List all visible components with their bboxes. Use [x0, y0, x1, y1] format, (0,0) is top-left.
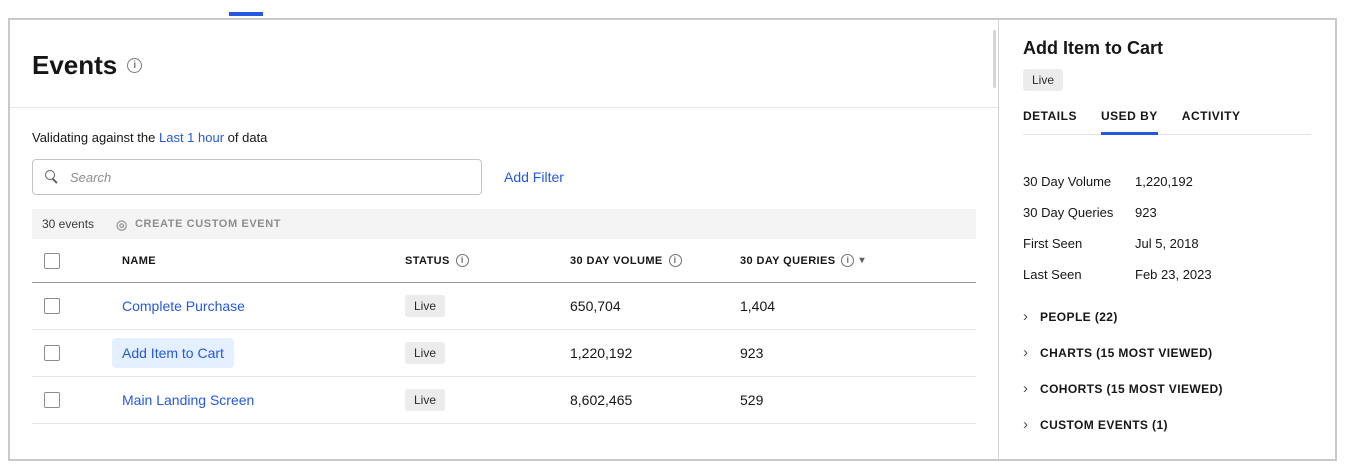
tab-used-by[interactable]: USED BY — [1100, 109, 1158, 135]
info-icon[interactable]: i — [455, 254, 469, 267]
active-nav-tab-indicator — [229, 12, 263, 16]
validation-prefix: Validating against the — [32, 130, 156, 145]
column-header-30-day-volume[interactable]: 30 DAY VOLUME i — [570, 254, 740, 267]
related-sections: › PEOPLE (22) › CHARTS (15 MOST VIEWED) … — [1023, 308, 1311, 433]
volume-value: 1,220,192 — [570, 345, 633, 361]
status-badge: Live — [405, 342, 446, 364]
volume-value: 650,704 — [570, 298, 621, 314]
table-row[interactable]: Complete Purchase Live 650,704 1,404 — [32, 283, 976, 330]
stat-row: 30 Day Volume 1,220,192 — [1023, 175, 1311, 189]
chevron-right-icon: › — [1023, 416, 1028, 433]
tab-activity[interactable]: ACTIVITY — [1181, 109, 1241, 123]
detail-panel: Add Item to Cart Live DETAILS USED BY AC… — [998, 20, 1335, 459]
stat-label: First Seen — [1023, 236, 1083, 251]
section-custom-events[interactable]: › CUSTOM EVENTS (1) — [1023, 416, 1311, 433]
queries-value: 923 — [740, 345, 764, 361]
row-checkbox[interactable] — [44, 392, 60, 408]
section-label: CHARTS (15 MOST VIEWED) — [1040, 346, 1213, 360]
volume-value: 8,602,465 — [570, 392, 633, 408]
detail-status-badge: Live — [1023, 69, 1064, 91]
stat-value: Jul 5, 2018 — [1135, 236, 1199, 251]
event-name-link[interactable]: Main Landing Screen — [122, 392, 255, 408]
validation-suffix: of data — [227, 130, 268, 145]
usage-stats: 30 Day Volume 1,220,192 30 Day Queries 9… — [1023, 175, 1311, 282]
header-divider — [10, 107, 998, 108]
section-label: COHORTS (15 MOST VIEWED) — [1040, 382, 1223, 396]
time-range-link[interactable]: Last 1 hour — [158, 130, 225, 145]
search-box[interactable] — [32, 159, 482, 195]
column-header-30-day-queries[interactable]: 30 DAY QUERIES i ▾ — [740, 254, 865, 267]
event-name-link[interactable]: Add Item to Cart — [112, 338, 234, 368]
stat-value: 1,220,192 — [1135, 174, 1193, 189]
custom-event-icon: ◎ — [116, 216, 128, 232]
column-header-name[interactable]: NAME — [122, 254, 156, 267]
chevron-right-icon: › — [1023, 344, 1028, 361]
select-all-cell — [32, 252, 110, 269]
events-count: 30 events — [42, 217, 95, 231]
stat-row: 30 Day Queries 923 — [1023, 206, 1311, 220]
scrollbar-thumb[interactable] — [993, 30, 996, 88]
stat-row: Last Seen Feb 23, 2023 — [1023, 268, 1311, 282]
search-row: Add Filter — [32, 159, 976, 195]
status-badge: Live — [405, 389, 446, 411]
event-name-link[interactable]: Complete Purchase — [122, 298, 245, 314]
search-input[interactable] — [68, 168, 469, 186]
queries-value: 529 — [740, 392, 764, 408]
section-label: CUSTOM EVENTS (1) — [1040, 418, 1168, 432]
chevron-right-icon: › — [1023, 308, 1028, 325]
info-icon[interactable]: i — [668, 254, 682, 267]
stat-value: 923 — [1135, 205, 1157, 220]
info-icon[interactable]: i — [127, 58, 143, 73]
main-body: Validating against the Last 1 hour of da… — [10, 130, 998, 424]
select-all-checkbox[interactable] — [44, 252, 60, 269]
row-checkbox[interactable] — [44, 298, 60, 314]
section-people[interactable]: › PEOPLE (22) — [1023, 308, 1311, 325]
stat-label: 30 Day Queries — [1023, 205, 1114, 220]
stat-value: Feb 23, 2023 — [1135, 267, 1212, 282]
section-charts[interactable]: › CHARTS (15 MOST VIEWED) — [1023, 344, 1311, 361]
tab-details[interactable]: DETAILS — [1023, 109, 1077, 123]
page-title-text: Events — [32, 50, 118, 80]
app-window: Events i Validating against the Last 1 h… — [8, 18, 1337, 461]
sort-desc-icon: ▾ — [859, 255, 865, 266]
table-row[interactable]: Main Landing Screen Live 8,602,465 529 — [32, 377, 976, 424]
table-toolbar: 30 events ◎ CREATE CUSTOM EVENT — [32, 209, 976, 239]
queries-value: 1,404 — [740, 298, 776, 314]
status-badge: Live — [405, 295, 446, 317]
section-label: PEOPLE (22) — [1040, 310, 1118, 324]
stat-row: First Seen Jul 5, 2018 — [1023, 237, 1311, 251]
detail-panel-title: Add Item to Cart — [1023, 38, 1164, 58]
stat-label: Last Seen — [1023, 267, 1082, 282]
stat-label: 30 Day Volume — [1023, 174, 1112, 189]
table-row[interactable]: Add Item to Cart Live 1,220,192 923 — [32, 330, 976, 377]
column-header-status[interactable]: STATUS i — [405, 254, 570, 267]
events-main: Events i Validating against the Last 1 h… — [10, 20, 998, 459]
section-cohorts[interactable]: › COHORTS (15 MOST VIEWED) — [1023, 380, 1311, 397]
row-checkbox[interactable] — [44, 345, 60, 361]
detail-tabs: DETAILS USED BY ACTIVITY — [1023, 109, 1311, 135]
search-icon — [45, 170, 59, 184]
page-header: Events i — [10, 20, 998, 81]
validation-note: Validating against the Last 1 hour of da… — [32, 130, 976, 145]
info-icon[interactable]: i — [841, 254, 855, 267]
create-custom-event-label: CREATE CUSTOM EVENT — [135, 218, 282, 230]
page-title: Events i — [32, 50, 976, 81]
table-header-row: NAME STATUS i 30 DAY VOLUME i 30 DAY QUE… — [32, 239, 976, 283]
chevron-right-icon: › — [1023, 380, 1028, 397]
add-filter-button[interactable]: Add Filter — [504, 169, 564, 185]
create-custom-event-button[interactable]: ◎ CREATE CUSTOM EVENT — [116, 218, 281, 231]
